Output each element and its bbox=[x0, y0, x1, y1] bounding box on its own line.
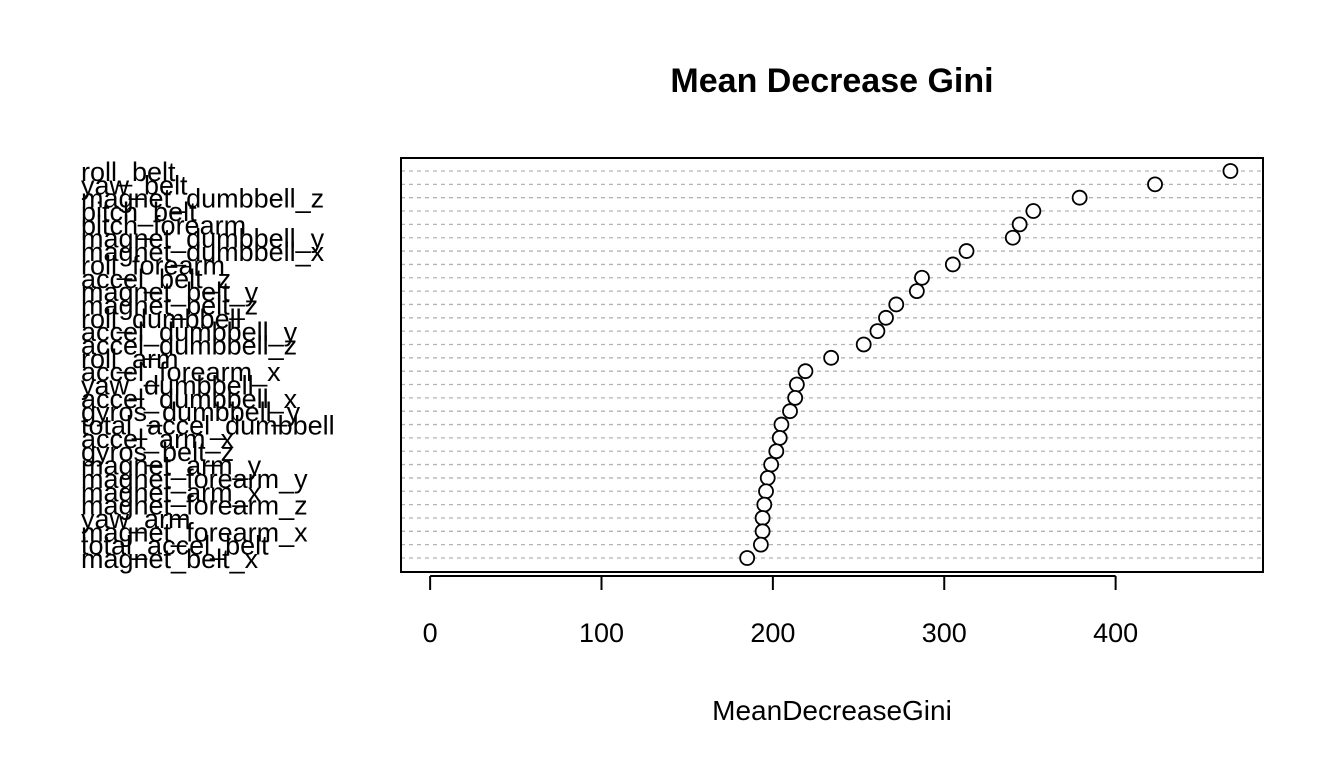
x-tick-label: 0 bbox=[423, 618, 438, 648]
plot-frame bbox=[400, 157, 1264, 573]
data-point bbox=[823, 349, 840, 366]
data-point bbox=[1222, 163, 1239, 179]
category-label: accel_forearm_x bbox=[81, 357, 281, 387]
category-label: accel_dumbbell_y bbox=[81, 317, 298, 347]
category-label: gyros_belt_z bbox=[81, 437, 234, 467]
category-label: magnet_dumbbell_y bbox=[81, 224, 325, 254]
data-points bbox=[739, 163, 1239, 566]
category-label: total_accel_belt bbox=[81, 531, 269, 561]
category-label: gyros_dumbbell_y bbox=[81, 397, 301, 427]
data-point bbox=[888, 296, 905, 313]
category-label: yaw_belt bbox=[81, 170, 188, 200]
category-label: yaw_dumbbell bbox=[81, 371, 254, 401]
data-point bbox=[878, 309, 894, 326]
data-point bbox=[754, 510, 771, 526]
data-point bbox=[754, 523, 771, 540]
data-point bbox=[1071, 189, 1088, 206]
data-point bbox=[1011, 216, 1028, 233]
data-point bbox=[763, 456, 780, 473]
category-label: roll_forearm bbox=[81, 250, 225, 280]
category-label: magnet_belt_x bbox=[81, 544, 259, 574]
data-point bbox=[797, 363, 814, 380]
category-label: pitch_belt bbox=[81, 197, 197, 227]
x-tick-label: 100 bbox=[579, 618, 624, 648]
data-point bbox=[756, 496, 773, 513]
x-tick-label: 400 bbox=[1093, 618, 1138, 648]
data-point bbox=[752, 536, 769, 553]
data-point bbox=[958, 243, 975, 259]
category-label: magnet_forearm_z bbox=[81, 491, 308, 521]
data-point bbox=[869, 323, 886, 340]
data-point bbox=[855, 336, 872, 353]
data-point bbox=[758, 483, 774, 500]
category-label: yaw_arm bbox=[81, 504, 191, 534]
data-point bbox=[787, 389, 804, 406]
category-label: magnet_dumbbell_z bbox=[81, 184, 324, 214]
category-label: magnet_belt_z bbox=[81, 290, 258, 320]
category-label: magnet_forearm_x bbox=[81, 517, 308, 547]
data-point bbox=[739, 550, 756, 566]
category-label: roll_belt bbox=[81, 157, 176, 187]
category-label: roll_dumbbell bbox=[81, 304, 242, 334]
data-point bbox=[908, 283, 925, 300]
category-label: total_accel_dumbbell bbox=[81, 411, 335, 441]
category-label: roll_arm bbox=[81, 344, 179, 374]
category-label: magnet_belt_y bbox=[81, 277, 259, 307]
data-point bbox=[1147, 176, 1163, 193]
data-point bbox=[1004, 229, 1021, 246]
x-axis: 0 100 200 300 400 bbox=[423, 575, 1138, 648]
category-label: accel_dumbbell_x bbox=[81, 384, 298, 414]
x-tick-label: 300 bbox=[922, 618, 967, 648]
x-axis-label: MeanDecreaseGini bbox=[712, 695, 952, 726]
category-label: accel_dumbbell_z bbox=[81, 330, 297, 360]
data-point bbox=[914, 269, 930, 286]
category-label: magnet_arm_x bbox=[81, 477, 262, 507]
category-label: accel_arm_x bbox=[81, 424, 235, 454]
category-label: magnet_forearm_y bbox=[81, 464, 308, 494]
category-label: accel_belt_z bbox=[81, 264, 231, 294]
data-point bbox=[768, 443, 785, 460]
data-point bbox=[1025, 203, 1042, 219]
category-label: pitch_forearm bbox=[81, 210, 246, 240]
category-label: magnet_dumbbell_x bbox=[81, 237, 325, 267]
data-point bbox=[759, 470, 776, 486]
data-point bbox=[944, 256, 961, 273]
chart-title: Mean Decrease Gini bbox=[670, 62, 993, 100]
category-label: magnet_arm_y bbox=[81, 451, 262, 481]
data-point bbox=[782, 403, 798, 420]
category-labels: roll_beltyaw_beltmagnet_dumbbell_zpitch_… bbox=[81, 157, 335, 574]
data-point bbox=[773, 416, 790, 433]
x-tick-label: 200 bbox=[750, 618, 795, 648]
data-point bbox=[771, 429, 788, 446]
data-point bbox=[788, 376, 805, 393]
